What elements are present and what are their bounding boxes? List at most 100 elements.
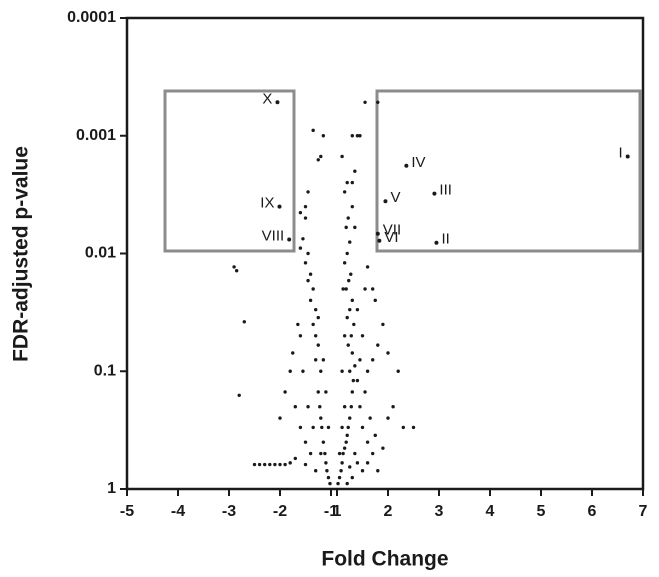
point [303,462,308,467]
point [278,462,282,467]
point [355,307,360,312]
point [360,425,365,430]
annotated-point [404,163,409,168]
point [346,343,350,347]
point [311,425,315,430]
point [234,269,239,273]
point [291,351,295,355]
point [342,334,347,338]
point [340,425,344,430]
annotation: V [390,189,400,206]
point [314,469,318,473]
point [308,272,313,276]
highlight-box [375,89,642,253]
highlight-box [163,89,296,253]
point [340,461,344,465]
point [316,343,320,347]
point [346,425,350,430]
annotated-point [434,240,439,245]
point [350,390,354,394]
point [381,322,385,327]
point [303,261,308,265]
point [345,180,349,185]
point [353,364,357,368]
annotated-point [625,154,630,159]
point [353,169,357,173]
x-tick-label: 7 [639,503,648,520]
annotation: VII [383,222,401,239]
point [368,416,372,420]
point [303,216,308,220]
point [341,451,345,456]
point [391,404,395,409]
y-axis-title: FDR-adjusted p-value [10,146,33,362]
point [311,322,315,327]
point [360,334,365,338]
point [288,369,292,373]
point [340,369,344,373]
point [371,287,375,291]
point [358,358,362,362]
point [336,481,340,486]
point [293,404,297,409]
point [360,469,365,473]
point [373,433,377,438]
y-tick-label: 0.001 [76,127,116,144]
annotation: II [441,231,449,248]
point [358,134,362,138]
point [324,461,328,465]
point [318,404,322,409]
point [345,315,349,320]
point [348,416,352,420]
point [298,246,303,250]
point [306,251,310,256]
point [316,158,320,162]
x-tick-label: -5 [120,503,134,520]
point [401,425,405,430]
point [324,390,328,394]
point [328,481,332,486]
annotated-point [432,191,437,196]
point [348,240,352,244]
point [411,425,416,430]
point [381,446,385,450]
x-axis-title: Fold Change [321,548,448,571]
point [341,287,345,291]
point [342,446,347,450]
point [355,134,360,138]
point [365,265,370,269]
x-tick-label: -1 [324,503,338,520]
point [350,204,354,209]
point [376,469,380,473]
point [237,393,241,397]
point [351,378,356,383]
point [320,425,324,430]
point [319,416,323,420]
point [232,265,236,269]
point [252,462,257,467]
point [263,462,267,467]
point [311,287,315,291]
point [350,180,354,185]
point [365,369,370,373]
x-tick-label: 2 [384,503,393,520]
y-tick-label: 1 [107,480,116,497]
point [268,462,272,467]
point [278,416,282,420]
point [349,272,353,276]
point [319,154,323,159]
point [298,425,303,430]
point [326,425,331,430]
annotation: III [439,182,452,199]
x-tick-label: 6 [588,503,597,520]
point [363,390,367,394]
point [301,237,305,241]
point [345,433,349,438]
point [339,469,343,473]
point [348,369,352,373]
point [344,225,348,230]
annotation: X [262,90,272,107]
point [352,322,356,327]
point [314,358,318,362]
